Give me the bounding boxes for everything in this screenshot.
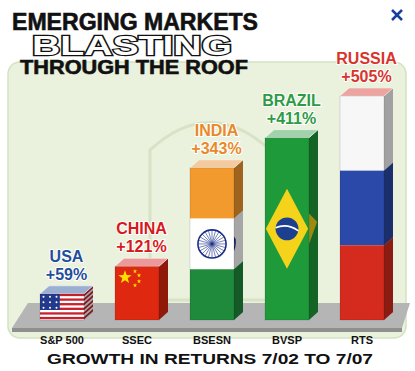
country-label: INDIA [195, 122, 239, 139]
bar-side-shade [234, 160, 243, 320]
flag-part [49, 307, 51, 309]
flag-part [198, 230, 226, 258]
flag-part [266, 189, 308, 269]
bar-side-fill [159, 258, 168, 320]
country-label: BRAZIL [262, 92, 321, 109]
bar-top [340, 88, 393, 96]
flag-part [118, 270, 131, 283]
x-axis-label: GROWTH IN RETURNS 7/02 TO 7/07 [47, 350, 373, 367]
floor-edge [12, 328, 402, 332]
flag-part [40, 294, 84, 320]
flag-part [43, 307, 45, 309]
bar-flag [190, 168, 234, 320]
labels: USA+59% CHINA+121% INDIA+343% BRAZIL+411% RU… [46, 50, 397, 283]
bar-side-fill [309, 130, 318, 320]
close-icon [392, 10, 402, 20]
plot-area [40, 88, 393, 321]
bar-top [40, 286, 93, 294]
data-label: +343% [191, 140, 241, 157]
bar-group [40, 286, 93, 321]
bar-group [265, 130, 318, 321]
flag-part [115, 266, 159, 320]
flag-part [43, 296, 45, 298]
flag-part [190, 168, 234, 219]
flag-part [265, 138, 309, 320]
flag-part [56, 301, 58, 303]
bar [115, 266, 159, 320]
flag-part [49, 301, 51, 303]
flag-part [43, 301, 45, 303]
x-tick-label: SSEC [122, 334, 152, 346]
flag-part [137, 279, 141, 283]
flag-part [40, 294, 60, 310]
bar [40, 294, 84, 320]
bar-side-fill [234, 160, 243, 320]
bar-group [340, 88, 393, 321]
bar-flag [115, 266, 159, 320]
bar-top [115, 258, 168, 266]
bar-top [265, 130, 318, 138]
flag-part [137, 273, 141, 277]
x-tick-label: S&P 500 [40, 334, 84, 346]
bar-side-shade [384, 88, 393, 320]
flag-part [309, 130, 318, 320]
bar [190, 168, 234, 320]
flag-part [133, 283, 137, 287]
x-tick-label: BSESN [193, 334, 231, 346]
background [0, 0, 415, 371]
flag-part [276, 217, 299, 240]
flag-part [190, 219, 234, 270]
flag-part [190, 269, 234, 320]
flag-part [340, 171, 384, 246]
flag-part [276, 226, 299, 231]
flag-part [159, 258, 168, 320]
close-icon [392, 10, 402, 20]
data-label: +121% [116, 238, 166, 255]
bar-group [115, 258, 168, 321]
flag-part [56, 307, 58, 309]
data-label: +411% [267, 110, 316, 127]
country-label: RUSSIA [336, 50, 397, 67]
bar [340, 96, 384, 320]
bar-side-shade [159, 258, 168, 320]
flag-part [198, 240, 225, 247]
bar-flag [265, 138, 309, 320]
title: THROUGH THE ROOF [20, 56, 248, 78]
flag-part [40, 317, 84, 319]
x-tick-label: RTS [351, 334, 373, 346]
bar-flag [40, 294, 84, 320]
bar-flag [340, 96, 384, 320]
panel [8, 62, 406, 338]
flag-part [56, 296, 58, 298]
page: {"chart_data": {"type": "bar", "title": … [0, 0, 415, 371]
bar [265, 138, 309, 320]
country-label: CHINA [116, 220, 167, 237]
flag-part [49, 296, 51, 298]
data-label: +505% [341, 68, 391, 85]
flag-part [340, 96, 384, 171]
bar-side-fill [384, 88, 393, 320]
bar-top [190, 160, 243, 168]
x-tick-label: BVSP [272, 334, 302, 346]
chart-svg: EMERGING MARKETSBLASTINGTHROUGH THE ROOF… [0, 0, 415, 371]
flag-part [40, 312, 84, 314]
flag-part [133, 269, 137, 273]
bar-side-shade [309, 130, 318, 320]
data-label: +59% [46, 266, 87, 283]
flag-part [340, 245, 384, 320]
bar-group [190, 160, 243, 321]
country-label: USA [50, 248, 84, 265]
chart-container: EMERGING MARKETSBLASTINGTHROUGH THE ROOF… [0, 0, 415, 371]
